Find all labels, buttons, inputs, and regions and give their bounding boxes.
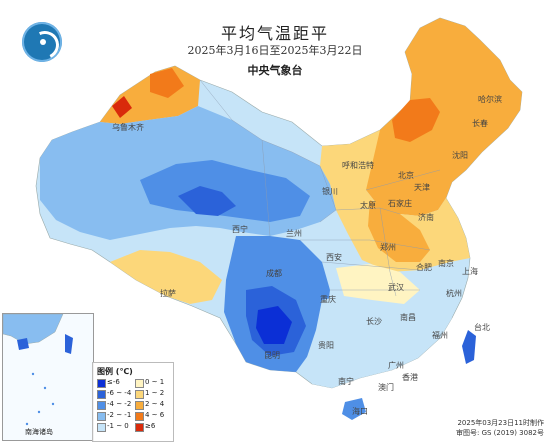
legend-label: -1 ~ 0 <box>107 422 129 430</box>
footer-made: 2025年03月23日11时制作 <box>457 419 544 427</box>
legend-title: 图例 (℃) <box>97 367 133 376</box>
inset-map <box>2 313 73 426</box>
city-label: 重庆 <box>320 295 336 304</box>
city-label: 海口 <box>352 407 368 416</box>
legend-swatch <box>135 390 144 399</box>
mild-south <box>336 264 420 304</box>
warm-northeast-hot <box>392 98 440 142</box>
city-label: 郑州 <box>380 243 396 252</box>
warm-north-china <box>320 130 470 272</box>
city-label: 拉萨 <box>160 289 176 298</box>
city-label: 长沙 <box>366 317 382 326</box>
legend-label: -2 ~ -1 <box>107 411 132 419</box>
cold-qinghai-core <box>178 186 236 216</box>
city-label: 成都 <box>266 269 282 278</box>
warm-central-east <box>368 200 430 262</box>
city-label: 天津 <box>414 183 430 192</box>
map-date-range: 2025年3月16日至2025年3月22日 <box>187 44 363 57</box>
city-label: 合肥 <box>416 263 432 272</box>
legend-swatch <box>135 423 144 432</box>
city-label: 北京 <box>398 171 414 180</box>
city-label: 乌鲁木齐 <box>112 123 144 132</box>
city-label: 香港 <box>402 373 418 382</box>
hot-xinjiang-west <box>112 96 132 118</box>
city-label: 太原 <box>360 201 376 210</box>
legend-label: ≤-6 <box>107 378 120 386</box>
city-label: 福州 <box>432 331 448 340</box>
city-label: 济南 <box>418 213 434 222</box>
city-label: 呼和浩特 <box>342 161 374 170</box>
city-label: 杭州 <box>446 289 462 298</box>
legend-label: 4 ~ 6 <box>145 411 165 419</box>
map-agency: 中央气象台 <box>247 64 303 77</box>
legend-label: ≥6 <box>145 422 156 430</box>
legend-swatch <box>97 390 106 399</box>
taiwan <box>462 330 476 364</box>
city-label: 哈尔滨 <box>478 95 502 104</box>
city-label: 贵阳 <box>318 341 334 350</box>
city-label: 广州 <box>388 361 404 370</box>
map-title: 平均气温距平 <box>220 24 329 43</box>
legend-label: 1 ~ 2 <box>145 389 165 397</box>
legend-swatch <box>135 412 144 421</box>
coldest-yunnan <box>256 306 292 344</box>
legend-label: -4 ~ -2 <box>107 400 132 408</box>
legend-swatch <box>135 401 144 410</box>
legend-swatch <box>97 412 106 421</box>
legend-swatch <box>97 379 106 388</box>
city-label: 上海 <box>462 267 478 276</box>
inset-label: 南海诸岛 <box>25 428 53 436</box>
city-label: 银川 <box>322 187 338 196</box>
city-label: 澳门 <box>378 383 394 392</box>
footer-map-no: 审图号: GS (2019) 3082号 <box>456 429 544 437</box>
legend-swatch <box>97 423 106 432</box>
city-label: 西宁 <box>232 225 248 234</box>
city-label: 南宁 <box>338 377 354 386</box>
city-label: 西安 <box>326 253 342 262</box>
city-label: 南昌 <box>400 313 416 322</box>
legend-label: -6 ~ -4 <box>107 389 132 397</box>
legend: 图例 (℃) ≤-6 -6 ~ -4 -4 ~ -2 -2 ~ -1 -1 ~ … <box>92 362 174 442</box>
warm-tibet-south <box>110 250 222 304</box>
south-china-sea-inset: 南海诸岛 <box>2 313 94 441</box>
hainan <box>342 398 366 420</box>
city-label: 南京 <box>438 259 454 268</box>
cool-south <box>306 292 452 388</box>
city-label: 沈阳 <box>452 151 468 160</box>
legend-label: 2 ~ 4 <box>145 400 165 408</box>
city-label: 台北 <box>474 323 490 332</box>
legend-swatch <box>135 379 144 388</box>
city-label: 石家庄 <box>388 199 412 208</box>
cma-logo-icon <box>22 22 63 63</box>
legend-label: 0 ~ 1 <box>145 378 165 386</box>
city-label: 武汉 <box>388 283 404 292</box>
province-borders <box>199 79 441 297</box>
hot-xinjiang <box>150 68 184 98</box>
city-label: 兰州 <box>286 229 302 238</box>
city-label: 长春 <box>472 119 488 128</box>
city-label: 昆明 <box>264 351 280 360</box>
legend-swatch <box>97 401 106 410</box>
